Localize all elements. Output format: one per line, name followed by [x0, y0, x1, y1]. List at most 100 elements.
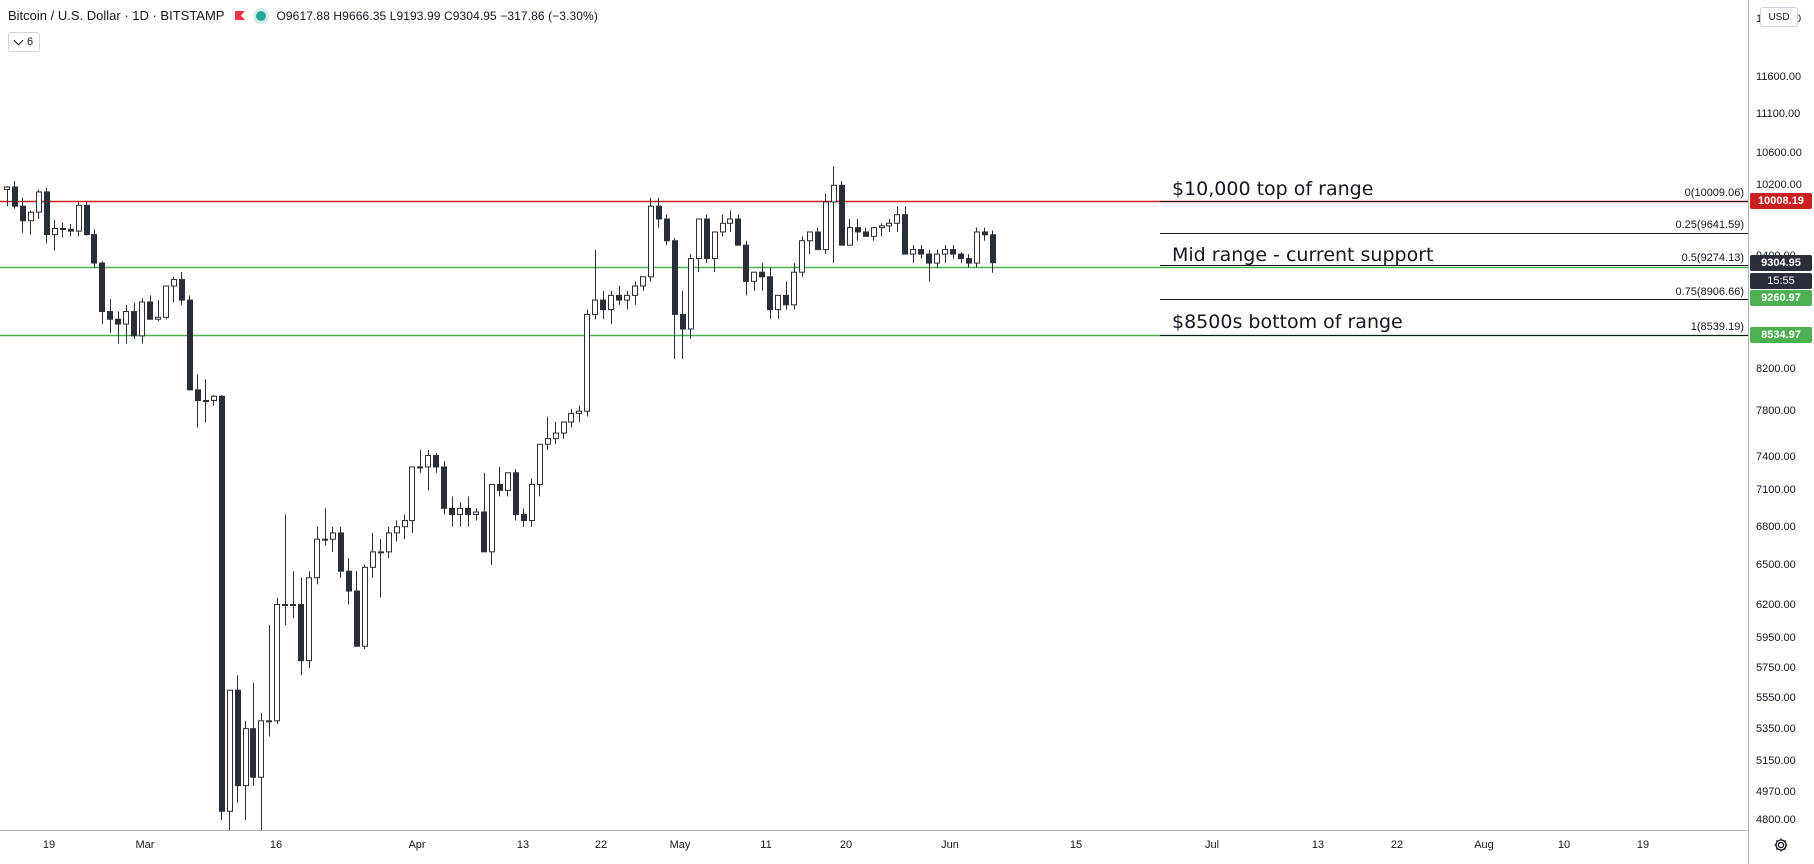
candle[interactable]	[457, 502, 463, 527]
candle[interactable]	[91, 229, 97, 268]
candle[interactable]	[330, 526, 336, 552]
candle[interactable]	[227, 689, 233, 830]
candle[interactable]	[20, 197, 26, 233]
candle[interactable]	[243, 720, 249, 820]
candle[interactable]	[608, 290, 614, 325]
candle[interactable]	[195, 374, 201, 428]
candle[interactable]	[28, 210, 34, 235]
candle[interactable]	[855, 218, 861, 241]
candle[interactable]	[783, 281, 789, 310]
candle[interactable]	[815, 227, 821, 251]
candle[interactable]	[449, 496, 455, 527]
price-axis[interactable]: 11.5.0.00 11600.00 11100.00 10600.00 102…	[1748, 0, 1814, 864]
candle[interactable]	[131, 302, 137, 339]
candle[interactable]	[203, 379, 209, 423]
candle[interactable]	[107, 299, 113, 333]
candle[interactable]	[886, 218, 892, 232]
candle[interactable]	[147, 295, 153, 320]
candle[interactable]	[84, 201, 90, 236]
candle[interactable]	[513, 469, 519, 521]
candle[interactable]	[12, 181, 18, 209]
candle[interactable]	[171, 276, 177, 302]
candle[interactable]	[322, 508, 328, 546]
candle[interactable]	[600, 290, 606, 320]
candle[interactable]	[640, 276, 646, 291]
candle[interactable]	[521, 508, 527, 527]
candle[interactable]	[433, 453, 439, 473]
candle[interactable]	[314, 526, 320, 585]
candle[interactable]	[966, 254, 972, 268]
candle[interactable]	[115, 311, 121, 344]
time-axis[interactable]: 19 Mar 16 Apr 13 22 May 11 20 Jun 15 Jul…	[0, 830, 1748, 864]
candle[interactable]	[576, 405, 582, 423]
candlestick-chart[interactable]	[0, 0, 1748, 830]
candle[interactable]	[60, 222, 66, 238]
candle[interactable]	[934, 249, 940, 268]
candle[interactable]	[767, 267, 773, 320]
candle[interactable]	[616, 286, 622, 305]
chart-pane[interactable]: Bitcoin / U.S. Dollar · 1D · BITSTAMP O9…	[0, 0, 1748, 830]
candle[interactable]	[394, 520, 400, 542]
candle[interactable]	[879, 223, 885, 237]
candle[interactable]	[354, 571, 360, 647]
candle[interactable]	[386, 526, 392, 559]
candle[interactable]	[926, 249, 932, 282]
candle[interactable]	[648, 197, 654, 282]
candle[interactable]	[664, 214, 670, 246]
chart-settings-button[interactable]	[1770, 836, 1792, 858]
candle[interactable]	[847, 218, 853, 246]
candle[interactable]	[918, 245, 924, 259]
candle[interactable]	[799, 236, 805, 277]
candle[interactable]	[759, 263, 765, 291]
candle[interactable]	[982, 227, 988, 241]
candle[interactable]	[99, 261, 105, 325]
candle[interactable]	[266, 625, 272, 737]
annotation-mid-range[interactable]: Mid range - current support	[1172, 244, 1434, 266]
candle[interactable]	[775, 294, 781, 320]
candle[interactable]	[553, 422, 559, 445]
candle[interactable]	[473, 508, 479, 521]
candle[interactable]	[902, 206, 908, 255]
candle[interactable]	[235, 675, 241, 803]
candle[interactable]	[155, 300, 161, 322]
candle[interactable]	[44, 187, 50, 244]
candle[interactable]	[187, 295, 193, 391]
candle[interactable]	[163, 285, 169, 320]
candle[interactable]	[409, 466, 415, 533]
candle[interactable]	[680, 290, 686, 359]
candle[interactable]	[632, 281, 638, 305]
candle[interactable]	[274, 597, 280, 724]
candle[interactable]	[258, 713, 264, 830]
candle[interactable]	[211, 395, 217, 406]
candle[interactable]	[465, 496, 471, 527]
candle[interactable]	[584, 309, 590, 417]
candle[interactable]	[219, 395, 225, 820]
candle[interactable]	[529, 478, 535, 527]
symbol-title[interactable]: Bitcoin / U.S. Dollar · 1D · BITSTAMP	[8, 8, 225, 23]
candle[interactable]	[282, 514, 288, 626]
candle[interactable]	[696, 218, 702, 273]
candle[interactable]	[561, 421, 567, 439]
candle[interactable]	[179, 272, 185, 305]
candle[interactable]	[545, 416, 551, 450]
candle[interactable]	[489, 483, 495, 565]
candle[interactable]	[537, 443, 543, 497]
candle[interactable]	[656, 197, 662, 228]
candle[interactable]	[672, 238, 678, 359]
candle[interactable]	[958, 252, 964, 264]
candle[interactable]	[425, 449, 431, 491]
candle[interactable]	[417, 449, 423, 473]
candle[interactable]	[950, 245, 956, 259]
candle[interactable]	[123, 304, 129, 344]
candle[interactable]	[592, 249, 598, 320]
candle[interactable]	[990, 230, 996, 273]
candle[interactable]	[76, 201, 82, 237]
candle[interactable]	[481, 472, 487, 553]
annotation-top-of-range[interactable]: $10,000 top of range	[1172, 178, 1374, 200]
candle[interactable]	[823, 193, 829, 255]
candle[interactable]	[139, 298, 145, 344]
candle[interactable]	[36, 189, 42, 219]
candle[interactable]	[727, 210, 733, 232]
candle[interactable]	[839, 181, 845, 246]
candle[interactable]	[831, 166, 837, 264]
